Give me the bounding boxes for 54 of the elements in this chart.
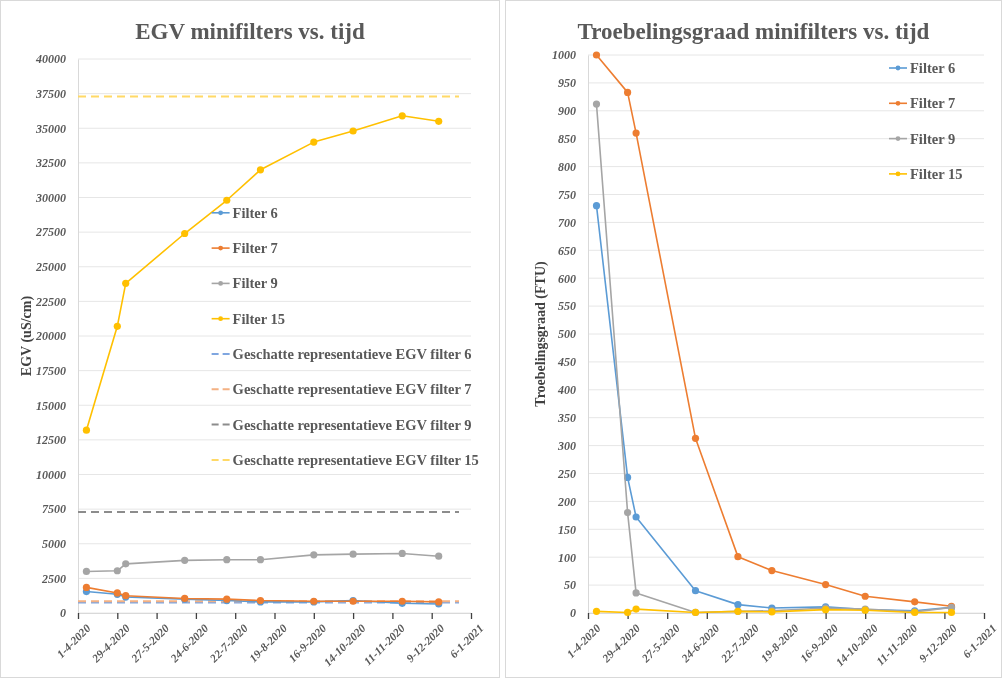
y-tick-label: 200: [557, 494, 576, 509]
y-tick-label: 37500: [35, 86, 66, 101]
legend-label: Filter 15: [910, 165, 963, 182]
y-tick-label: 0: [60, 606, 66, 621]
y-tick-label: 250: [557, 466, 576, 481]
y-tick-label: 800: [558, 159, 576, 174]
y-tick-label: 850: [558, 132, 576, 147]
y-tick-label: 32500: [35, 156, 66, 171]
legend-label: Filter 7: [910, 95, 956, 112]
y-tick-label: 400: [557, 383, 576, 398]
y-tick-label: 100: [558, 550, 576, 565]
y-tick-label: 20000: [35, 329, 66, 344]
y-tick-label: 40000: [35, 52, 66, 67]
legend-label: Filter 15: [232, 310, 286, 327]
y-tick-label: 17500: [36, 363, 66, 378]
y-tick-label: 5000: [42, 537, 66, 552]
legend-label: Filter 6: [232, 204, 278, 221]
chart-title: EGV minifilters vs. tijd: [135, 19, 365, 44]
y-tick-label: 27500: [35, 225, 66, 240]
legend-label: Geschatte representatieve EGV filter 7: [232, 381, 472, 398]
y-tick-label: 350: [557, 411, 576, 426]
y-tick-label: 22500: [35, 294, 66, 309]
legend-label: Filter 9: [232, 275, 278, 292]
y-axis-title: Troebelingsgraad (FTU): [533, 261, 549, 407]
y-tick-label: 12500: [36, 433, 66, 448]
legend-label: Geschatte representatieve EGV filter 6: [232, 346, 472, 362]
chart-title: Troebelingsgraad minifilters vs. tijd: [577, 19, 930, 44]
y-tick-label: 300: [557, 438, 576, 453]
y-tick-label: 25000: [35, 260, 66, 275]
y-tick-label: 550: [558, 299, 576, 314]
y-tick-label: 900: [558, 104, 576, 119]
y-tick-label: 10000: [36, 467, 66, 482]
y-tick-label: 15000: [36, 398, 66, 413]
y-tick-label: 650: [558, 243, 576, 258]
y-tick-label: 35000: [35, 121, 66, 136]
y-tick-label: 2500: [41, 571, 66, 586]
y-tick-label: 600: [558, 271, 576, 286]
legend-label: Filter 6: [910, 60, 956, 76]
y-tick-label: 150: [558, 522, 576, 537]
y-tick-label: 1000: [552, 48, 576, 63]
legend-label: Geschatte representatieve EGV filter 15: [232, 451, 479, 468]
y-tick-label: 30000: [35, 190, 66, 205]
legend-label: Filter 7: [232, 240, 278, 257]
y-tick-label: 0: [570, 606, 576, 621]
y-axis-title: EGV (uS/cm): [19, 295, 35, 377]
y-tick-label: 500: [558, 327, 576, 342]
y-tick-label: 50: [564, 578, 576, 593]
legend-label: Filter 9: [910, 130, 956, 147]
legend-label: Geschatte representatieve EGV filter 9: [232, 416, 472, 433]
y-tick-label: 950: [558, 76, 576, 91]
y-tick-label: 750: [558, 187, 576, 202]
y-tick-label: 450: [557, 355, 576, 370]
y-tick-label: 7500: [42, 502, 66, 517]
y-tick-label: 700: [558, 215, 576, 230]
